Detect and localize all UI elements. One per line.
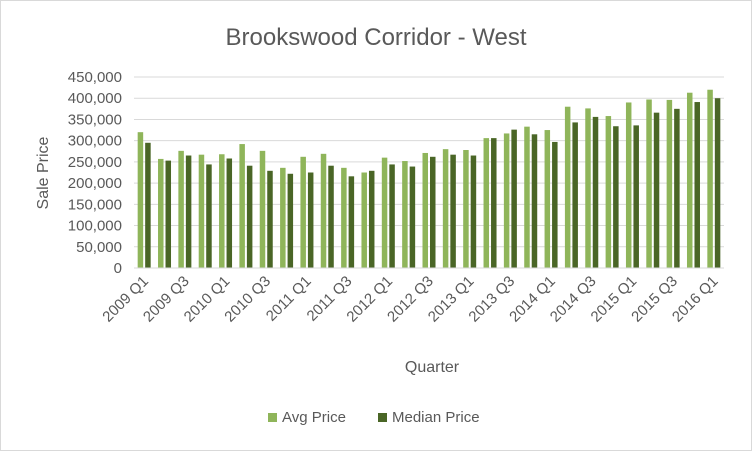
bar-avg-price [361,172,367,268]
bar-median-price [470,155,477,268]
bar-avg-price [646,99,652,269]
bar-avg-price [300,156,306,268]
bar-avg-price [178,150,184,268]
bar-median-price [653,112,660,268]
bar-median-price [165,160,172,268]
bar-avg-price [341,167,347,268]
y-tick-label: 150,000 [68,196,122,213]
bar-avg-price [686,92,693,269]
legend-swatch [378,413,387,422]
bar-avg-price [320,153,327,268]
bar-avg-price [707,89,713,268]
bar-median-price [145,142,151,268]
bar-median-price [226,158,233,268]
y-tick-labels: 0 50,000 100,000 150,000 200,000 250,000 300,0… [68,69,122,277]
bar-avg-price [564,106,571,268]
legend-swatch [268,413,277,422]
y-tick-label: 350,000 [68,111,122,128]
bar-median-price [348,176,355,268]
bar-avg-price [605,116,612,268]
bar-avg-price [259,150,266,268]
gridlines [134,76,724,248]
bar-median-price [552,141,558,268]
bar-avg-price [137,132,144,268]
bar-median-price [287,173,294,268]
bar-avg-price [503,133,510,268]
legend-label: Avg Price [282,409,346,426]
bar-median-price [592,116,599,268]
legend-label: Median Price [392,409,480,426]
bar-avg-price [544,130,551,268]
bar-median-price [368,170,375,268]
y-tick-label: 450,000 [68,69,122,86]
bar-median-price [613,126,619,268]
bar-median-price [531,134,538,268]
bar-avg-price [666,99,673,268]
bar-median-price [511,129,517,268]
chart-title: Brookswood Corridor - West [226,24,527,51]
bar-median-price [714,98,721,268]
bar-median-price [267,170,273,268]
y-axis-label: Sale Price [35,136,52,209]
y-tick-label: 200,000 [68,175,122,192]
bar-avg-price [381,157,388,268]
bar-median-price [572,122,578,268]
bar-median-price [409,166,416,268]
bar-avg-price [239,144,245,268]
bar-avg-price [585,108,591,268]
bars [137,89,721,269]
legend: Avg Price Median Price [268,409,480,426]
x-axis-label: Quarter [405,359,460,376]
bar-avg-price [442,149,449,268]
bar-median-price [389,164,395,268]
bar-median-price [328,165,334,268]
bar-avg-price [463,150,469,268]
bar-median-price [674,108,680,268]
bar-median-price [633,125,639,269]
bar-median-price [185,155,192,268]
y-tick-label: 50,000 [76,239,122,256]
bar-avg-price [198,154,205,268]
bar-median-price [694,102,700,268]
bar-avg-price [219,154,225,268]
bar-avg-price [402,161,408,268]
bar-median-price [307,172,314,268]
y-tick-label: 300,000 [68,133,122,150]
bar-median-price [491,138,497,268]
y-tick-label: 0 [114,260,122,277]
bar-median-price [430,156,436,268]
bar-avg-price [625,102,632,268]
y-tick-label: 400,000 [68,90,122,107]
bar-avg-price [524,126,530,268]
bar-median-price [246,165,253,268]
bar-avg-price [422,152,428,268]
bar-avg-price [280,167,286,268]
bar-median-price [206,164,212,268]
y-tick-label: 250,000 [68,154,122,171]
y-tick-label: 100,000 [68,218,122,235]
bar-avg-price [158,158,164,268]
bar-avg-price [483,138,490,268]
bar-median-price [450,154,456,268]
